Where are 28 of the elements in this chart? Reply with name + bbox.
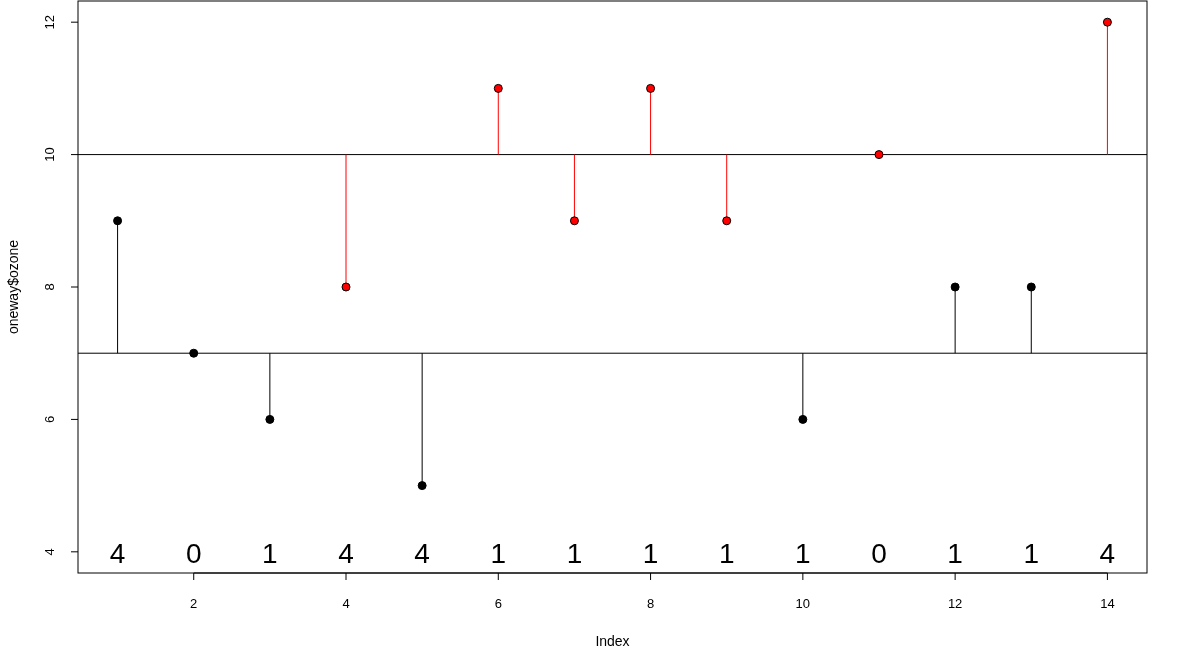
annotation: 4 (414, 537, 430, 569)
y-axis-title: oneway$ozone (5, 239, 21, 335)
annotation: 4 (1099, 537, 1116, 569)
x-tick-label: 12 (947, 596, 963, 611)
y-tick-label: 10 (42, 147, 57, 162)
y-tick-label: 6 (42, 415, 57, 424)
x-tick-label: 4 (342, 596, 350, 611)
annotation: 0 (871, 537, 887, 569)
annotation: 4 (338, 537, 354, 569)
y-tick-label: 12 (42, 14, 57, 30)
annotation: 4 (109, 537, 126, 569)
x-tick-label: 10 (795, 596, 811, 611)
x-tick-label: 6 (494, 596, 502, 611)
x-tick-label: 8 (646, 596, 655, 611)
annotation: 1 (718, 537, 735, 569)
annotation: 1 (1023, 537, 1040, 569)
annotation: 0 (185, 537, 202, 569)
annotation: 1 (795, 537, 811, 569)
y-tick-label: 8 (42, 283, 57, 291)
y-tick-label: 4 (42, 548, 57, 556)
x-tick-label: 2 (190, 596, 198, 611)
annotation: 1 (642, 537, 659, 569)
annotation: 1 (947, 537, 963, 569)
annotation: 1 (566, 537, 583, 569)
x-tick-label: 14 (1100, 596, 1115, 611)
x-axis-title: Index (595, 633, 630, 649)
annotation: 1 (262, 537, 278, 569)
annotation: 1 (490, 537, 507, 569)
